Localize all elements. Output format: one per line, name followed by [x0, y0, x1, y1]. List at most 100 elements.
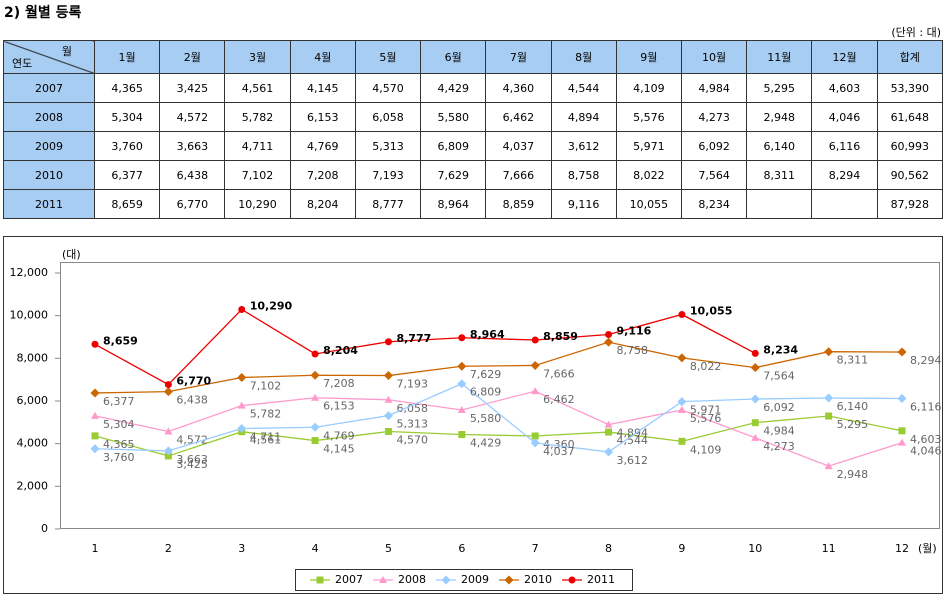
- x-tick-label: 9: [678, 542, 685, 555]
- table-cell: 9,116: [550, 189, 617, 219]
- data-label: 4,544: [617, 434, 649, 447]
- data-point: [90, 388, 100, 398]
- data-label: 6,116: [910, 401, 942, 414]
- data-label: 5,580: [470, 412, 502, 425]
- legend-box: [295, 569, 633, 591]
- series-line: [94, 341, 903, 394]
- data-point: [897, 394, 907, 404]
- data-point: [531, 387, 540, 395]
- data-label: 4,984: [763, 425, 795, 438]
- y-tick-label: 8,000: [17, 351, 49, 364]
- series-line: [94, 382, 903, 453]
- table-cell: 4,711: [224, 131, 291, 161]
- data-point: [238, 305, 246, 313]
- table-cell: 8,758: [550, 160, 617, 190]
- table-cell: 6,092: [680, 131, 748, 161]
- table-cell: [811, 189, 878, 219]
- data-label: 4,365: [103, 438, 135, 451]
- table-cell: 2,948: [746, 102, 813, 132]
- data-point: [311, 437, 319, 445]
- data-label: 8,659: [103, 334, 138, 347]
- table-cell: 7,193: [354, 160, 422, 190]
- data-label: 6,462: [543, 393, 575, 406]
- data-label: 8,204: [323, 344, 358, 357]
- data-point: [311, 350, 319, 358]
- data-label: 7,102: [250, 379, 282, 392]
- data-point: [457, 405, 466, 413]
- data-point: [530, 360, 540, 370]
- data-point: [237, 401, 246, 409]
- table-cell: 4,360: [485, 73, 552, 103]
- data-label: 8,294: [910, 354, 942, 367]
- table-row: 2010 6,377 6,438 7,102 7,208 7,193 7,629 7,666 8…: [3, 160, 944, 190]
- data-point: [384, 428, 392, 436]
- y-tick-label: 12,000: [10, 266, 49, 279]
- data-label: 5,782: [250, 408, 282, 421]
- data-point: [825, 412, 833, 420]
- data-point: [531, 432, 539, 440]
- data-label: 4,561: [250, 434, 282, 447]
- table-cell: 6,153: [289, 102, 356, 132]
- table-cell: 8,777: [354, 189, 422, 219]
- table-cell: 5,304: [93, 102, 161, 132]
- table-cell: 61,648: [876, 102, 944, 132]
- x-tick-label: 1: [92, 542, 99, 555]
- data-label: 4,273: [763, 440, 795, 453]
- data-label: 6,377: [103, 395, 135, 408]
- table-cell: 90,562: [876, 160, 944, 190]
- data-label: 4,109: [690, 443, 722, 456]
- data-label: 8,777: [396, 332, 431, 345]
- data-point: [824, 462, 833, 470]
- data-label: 6,770: [176, 375, 211, 388]
- table-cell: 8,294: [811, 160, 878, 190]
- data-label: 6,809: [470, 386, 502, 399]
- data-label: 7,208: [323, 377, 355, 390]
- data-label: 8,234: [763, 343, 798, 356]
- data-label: 6,140: [837, 400, 869, 413]
- data-label: 4,360: [543, 438, 575, 451]
- data-label: 5,313: [396, 418, 428, 431]
- legend-marker: [441, 575, 451, 585]
- data-point: [91, 432, 99, 440]
- data-point: [604, 447, 614, 457]
- data-point: [677, 353, 687, 363]
- corner-bottom: 연도: [12, 57, 33, 70]
- data-point: [898, 438, 906, 446]
- data-point: [750, 363, 760, 373]
- y-axis-label: (대): [62, 248, 81, 261]
- chart-frame: [3, 236, 943, 594]
- data-point: [677, 397, 687, 407]
- data-label: 4,046: [910, 445, 942, 458]
- table-cell: 10,290: [224, 189, 291, 219]
- x-tick-label: 3: [238, 542, 245, 555]
- table-cell: 5,782: [224, 102, 291, 132]
- series-line: [94, 390, 903, 467]
- column-header: 합계: [876, 40, 944, 74]
- table-cell: 10,055: [615, 189, 682, 219]
- y-tick-label: 2,000: [17, 479, 49, 492]
- data-table: 월 연도 1월 2월 3월 4월 5월 6월 7월 8월 9월 10월 11월 12월 합계 2007 4,36…: [3, 40, 944, 219]
- data-label: 4,711: [250, 430, 282, 443]
- data-point: [898, 427, 906, 435]
- column-header: 1월: [93, 40, 161, 74]
- data-label: 5,304: [103, 418, 135, 431]
- data-point: [164, 452, 172, 460]
- table-cell: 5,580: [420, 102, 487, 132]
- table-cell: 4,145: [289, 73, 356, 103]
- table-cell: 4,769: [289, 131, 356, 161]
- x-tick-label: 6: [458, 542, 465, 555]
- data-label: 7,629: [470, 368, 502, 381]
- header-row: 월 연도 1월 2월 3월 4월 5월 6월 7월 8월 9월 10월 11월 12월 합계: [3, 40, 944, 74]
- table-cell: 4,572: [159, 102, 226, 132]
- data-label: 10,290: [250, 299, 293, 312]
- data-point: [604, 337, 614, 347]
- data-label: 9,116: [617, 325, 652, 338]
- table-cell: [746, 189, 813, 219]
- column-header: 10월: [680, 40, 748, 74]
- section-title: 2) 월별 등록: [4, 5, 82, 21]
- y-tick-label: 4,000: [17, 437, 49, 450]
- data-point: [457, 361, 467, 371]
- data-label: 6,092: [763, 401, 795, 414]
